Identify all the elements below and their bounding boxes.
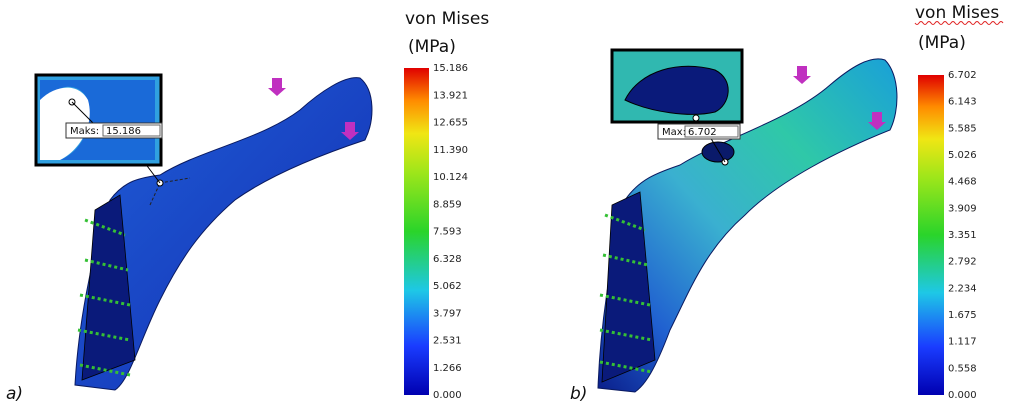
legend-tick-label: 1.117 [948, 337, 977, 348]
legend-tick-label: 2.234 [948, 283, 977, 294]
legend-tick-label: 0.000 [948, 390, 977, 401]
legend-tick-label: 6.328 [433, 254, 462, 265]
legend-tick-label: 7.593 [433, 227, 462, 238]
legend-tick-label: 5.062 [433, 281, 462, 292]
legend-tick-label: 1.266 [433, 363, 462, 374]
legend-tick-label: 8.859 [433, 199, 462, 210]
callout-key: Maks: [70, 126, 99, 137]
legend-tick-label: 10.124 [433, 172, 468, 183]
callout-value: 6.702 [688, 127, 717, 138]
legend-unit: (MPa) [408, 37, 456, 57]
legend-title: von Mises [405, 9, 489, 29]
legend-tick-label: 3.351 [948, 230, 977, 241]
legend-unit: (MPa) [918, 33, 966, 53]
legend-tick-label: 1.675 [948, 310, 977, 321]
callout-value: 15.186 [106, 126, 141, 137]
color-bar [404, 68, 429, 395]
legend-title: von Mises [915, 3, 999, 23]
legend-tick-label: 5.585 [948, 123, 977, 134]
legend-tick-label: 4.468 [948, 177, 977, 188]
legend-tick-label: 0.000 [433, 390, 462, 401]
legend-tick-label: 6.143 [948, 97, 977, 108]
legend-tick-label: 6.702 [948, 70, 977, 81]
callout-key: Max: [662, 127, 686, 138]
legend-tick-label: 0.558 [948, 363, 977, 374]
legend-tick-label: 5.026 [948, 150, 977, 161]
panel-label: a) [6, 384, 23, 404]
color-bar [918, 75, 944, 395]
legend-tick-label: 3.909 [948, 203, 977, 214]
legend-tick-label: 3.797 [433, 308, 462, 319]
spell-underline [914, 21, 1004, 25]
legend-tick-label: 11.390 [433, 145, 468, 156]
legend-tick-label: 2.531 [433, 336, 462, 347]
legend-tick-label: 13.921 [433, 90, 468, 101]
model-a: Maks: 15.186 [34, 73, 373, 391]
legend-tick-label: 2.792 [948, 257, 977, 268]
model-b: Max: 6.702 [597, 48, 898, 393]
legend-tick-label: 12.655 [433, 118, 468, 129]
panel-label: b) [570, 384, 587, 404]
legend-tick-label: 15.186 [433, 63, 468, 74]
